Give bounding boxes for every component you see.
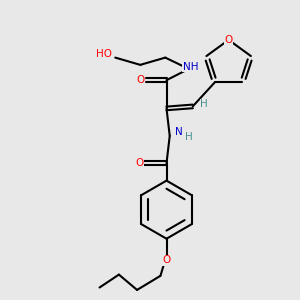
Text: NH: NH xyxy=(182,62,198,72)
Text: H: H xyxy=(185,133,193,142)
Text: O: O xyxy=(135,158,144,168)
Text: O: O xyxy=(136,75,145,85)
Text: H: H xyxy=(200,99,208,110)
Text: N: N xyxy=(175,127,182,137)
Text: HO: HO xyxy=(96,49,112,58)
Text: O: O xyxy=(162,256,171,266)
Text: O: O xyxy=(224,35,233,45)
